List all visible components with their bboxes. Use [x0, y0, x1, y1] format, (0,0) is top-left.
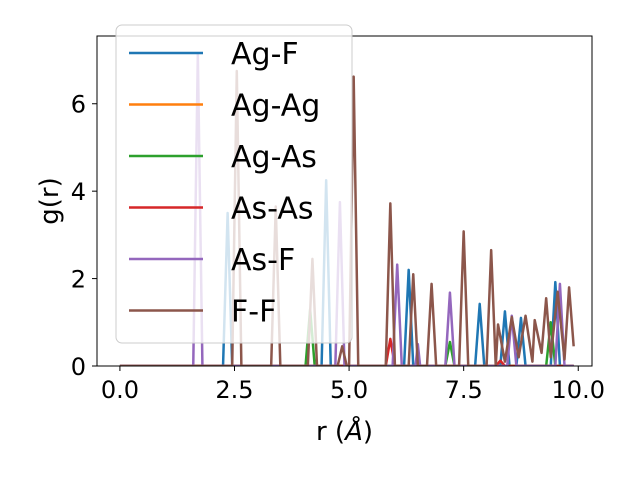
legend: Ag-F Ag-Ag Ag-As As-As As-F F-F — [115, 24, 353, 344]
x-label-suffix: ) — [363, 417, 373, 447]
y-tick-label: 0 — [71, 353, 86, 381]
x-tick-label: 2.5 — [215, 376, 253, 404]
y-axis-label: g(r) — [35, 177, 65, 224]
x-axis-label: r (Å) — [316, 415, 373, 447]
legend-label-as-as: As-As — [231, 192, 313, 227]
y-tick-label: 6 — [71, 91, 86, 119]
x-tick-label: 0.0 — [101, 376, 139, 404]
legend-label-ag-ag: Ag-Ag — [231, 89, 320, 124]
legend-label-ag-f: Ag-F — [231, 37, 299, 72]
x-tick-label: 10.0 — [552, 376, 605, 404]
y-tick-label: 2 — [71, 266, 86, 294]
x-label-prefix: r ( — [316, 417, 345, 447]
series-line-ag-f — [119, 178, 574, 366]
x-label-unit: Å — [343, 415, 363, 447]
x-axis: 0.0 2.5 5.0 7.5 10.0 — [101, 366, 605, 404]
x-tick-label: 5.0 — [330, 376, 368, 404]
legend-label-as-f: As-F — [231, 243, 295, 278]
legend-label-ag-as: Ag-As — [231, 140, 317, 175]
y-tick-label: 4 — [71, 178, 86, 206]
legend-label-f-f: F-F — [231, 295, 276, 330]
y-axis: 0 2 4 6 — [71, 91, 97, 381]
x-tick-label: 7.5 — [445, 376, 483, 404]
